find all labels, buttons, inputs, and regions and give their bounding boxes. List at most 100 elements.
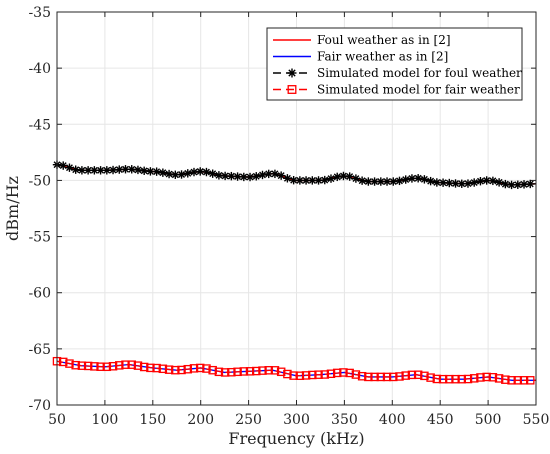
asterisk-stroke (178, 171, 186, 178)
asterisk-stroke (501, 180, 509, 188)
asterisk-stroke (72, 166, 80, 174)
series-3-marker (507, 376, 516, 385)
asterisk-stroke (520, 180, 528, 188)
asterisk-stroke (489, 177, 497, 185)
asterisk-stroke (84, 166, 92, 174)
asterisk-stroke (296, 176, 304, 184)
series-3-marker (214, 367, 224, 377)
series-3-marker (438, 374, 448, 384)
asterisk-stroke (184, 169, 192, 177)
series-3-marker (164, 365, 174, 374)
x-axis-ticks: 50 100 150 200 250 300 350 400 450 500 550 (48, 12, 549, 428)
asterisk-stroke (302, 176, 310, 184)
series-3-marker (308, 370, 317, 380)
x-tick-label: 550 (523, 412, 550, 428)
series-3-marker (177, 365, 186, 375)
x-tick-label: 450 (427, 412, 454, 428)
series-3-marker (482, 372, 491, 382)
series-3-marker (90, 362, 99, 371)
asterisk-stroke (109, 166, 117, 174)
series-3-marker (314, 370, 323, 379)
series-2-marker (364, 177, 373, 186)
series-2-marker (258, 170, 267, 180)
series-3-marker (276, 367, 286, 377)
legend: Foul weather as in [2] Fair weather as in… (266, 27, 523, 101)
series-3-marker (389, 372, 398, 382)
series-2-marker (407, 174, 417, 183)
x-tick-label: 300 (283, 412, 310, 428)
asterisk-stroke (234, 173, 242, 181)
series-2-marker (245, 172, 255, 182)
asterisk-stroke (202, 168, 210, 176)
y-tick-label: -40 (28, 61, 51, 77)
series-2-marker (183, 169, 192, 178)
series-3-marker (445, 374, 454, 384)
asterisk-stroke (371, 178, 379, 186)
series-2-marker (270, 169, 280, 179)
asterisk-stroke (122, 165, 129, 173)
series-3-marker (183, 364, 193, 374)
asterisk-stroke (402, 176, 410, 184)
x-tick-label: 250 (235, 412, 262, 428)
series-3-marker (395, 372, 404, 381)
series-3-marker (494, 374, 504, 383)
asterisk-stroke (408, 174, 416, 182)
series-3-marker (332, 368, 342, 378)
series-2-marker (457, 179, 466, 188)
asterisk-stroke (414, 174, 422, 182)
legend-label-2: Simulated model for foul weather (317, 66, 522, 80)
series-3-marker (239, 367, 249, 376)
asterisk-stroke (321, 176, 329, 184)
y-axis-label: dBm/Hz (3, 176, 22, 241)
asterisk-stroke (495, 178, 503, 186)
series-2-marker (420, 175, 429, 184)
series-3-marker (420, 371, 429, 381)
series-3-marker (127, 360, 136, 369)
series-2-marker (476, 177, 485, 186)
series-2-marker (121, 165, 130, 174)
series-2-marker (295, 176, 305, 185)
asterisk-stroke (209, 170, 217, 178)
series-3-marker (326, 369, 336, 379)
asterisk-stroke (352, 175, 360, 183)
series-3-marker (83, 361, 93, 371)
y-tick-label: -65 (28, 342, 51, 358)
asterisk-stroke (215, 171, 223, 179)
series-3-marker (208, 365, 217, 375)
asterisk-stroke (103, 166, 111, 174)
series-3-marker (270, 366, 280, 375)
series-3-marker (357, 371, 367, 381)
series-2-marker (482, 176, 491, 185)
series-2-marker (252, 172, 261, 181)
series-2-marker (326, 174, 336, 183)
series-3-marker (139, 362, 149, 372)
series-3-marker (351, 370, 361, 379)
series-3-marker (171, 365, 180, 375)
series-2-marker (470, 178, 479, 187)
asterisk-stroke (339, 172, 347, 180)
series-3-marker (115, 361, 124, 370)
asterisk-stroke (140, 167, 148, 175)
series-3-marker (195, 363, 205, 373)
series-3-marker (526, 376, 535, 385)
x-tick-label: 50 (48, 412, 66, 428)
asterisk-stroke (246, 173, 254, 181)
series-3-marker (58, 357, 68, 367)
series-3-marker (457, 374, 467, 384)
series-2-marker (152, 167, 161, 176)
series-2-marker (333, 172, 342, 182)
series-3-marker (463, 374, 473, 384)
asterisk-stroke (171, 171, 179, 179)
series-2-marker (133, 165, 143, 175)
series-3-marker (320, 370, 330, 379)
asterisk-stroke (227, 172, 235, 180)
asterisk-stroke (271, 170, 279, 178)
asterisk-stroke (364, 178, 372, 186)
series-3-marker (301, 371, 311, 380)
series-2-marker (283, 174, 292, 183)
asterisk-stroke (159, 169, 167, 177)
x-axis-label: Frequency (kHz) (228, 429, 364, 448)
series-3-marker (295, 371, 305, 381)
series-2-marker (494, 178, 504, 187)
